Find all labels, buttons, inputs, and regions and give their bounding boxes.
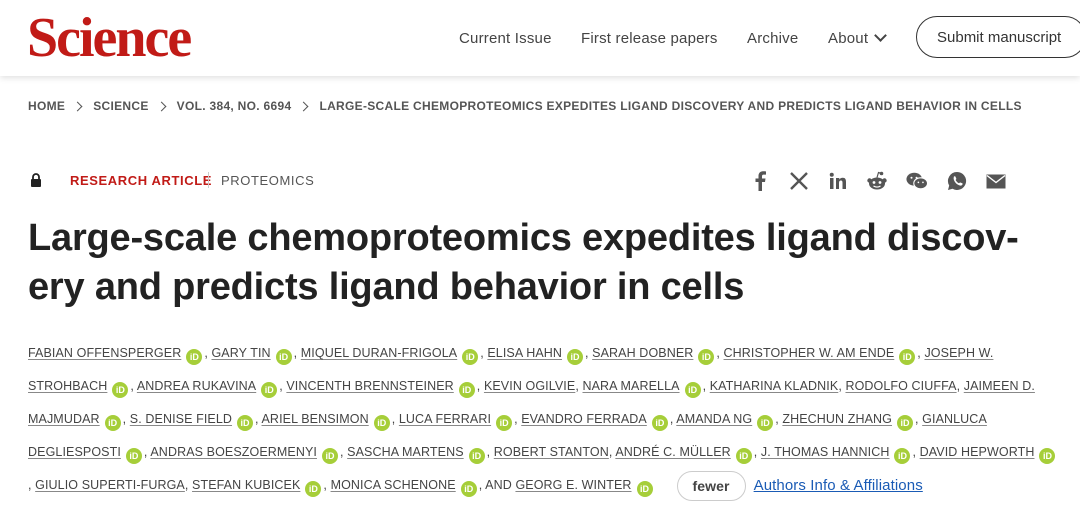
divider	[208, 172, 209, 188]
orcid-icon[interactable]: iD	[651, 415, 668, 431]
whatsapp-icon[interactable]	[946, 170, 968, 192]
orcid-icon[interactable]: iD	[698, 349, 715, 365]
orcid-icon[interactable]: iD	[894, 448, 911, 464]
author-name[interactable]: J. THOMAS HANNICH	[760, 445, 890, 459]
nav-about-label: About	[828, 29, 869, 47]
article-title-line-2: ery and predicts ligand behavior in cell…	[28, 266, 745, 308]
breadcrumb-home[interactable]: HOME	[28, 99, 66, 113]
orcid-icon[interactable]: iD	[684, 382, 701, 398]
author-name[interactable]: JOSEPH W. STROHBACH	[28, 346, 994, 393]
author-name[interactable]: ZHECHUN ZHANG	[782, 412, 893, 426]
orcid-icon[interactable]: iD	[373, 415, 390, 431]
submit-manuscript-button[interactable]: Submit manuscript	[916, 16, 1080, 58]
article-subject-label[interactable]: PROTEOMICS	[221, 173, 315, 188]
author-name[interactable]: EVANDRO FERRADA	[521, 412, 647, 426]
orcid-icon[interactable]: iD	[468, 448, 485, 464]
orcid-icon[interactable]: iD	[567, 349, 584, 365]
orcid-icon[interactable]: iD	[460, 481, 477, 497]
lock-icon	[31, 173, 41, 187]
author-name[interactable]: ELISA HAHN	[487, 346, 563, 360]
author-name[interactable]: GIANLUCA DEGLIESPOSTI	[28, 412, 987, 459]
nav-current-issue[interactable]: Current Issue	[459, 29, 552, 47]
article-type-label[interactable]: RESEARCH ARTICLE	[70, 173, 213, 188]
author-name[interactable]: STEFAN KUBICEK	[192, 478, 301, 492]
orcid-icon[interactable]: iD	[125, 448, 142, 464]
reddit-icon[interactable]	[866, 170, 888, 192]
breadcrumb-science[interactable]: SCIENCE	[93, 99, 149, 113]
x-icon[interactable]	[788, 170, 810, 192]
orcid-icon[interactable]: iD	[458, 382, 475, 398]
orcid-icon[interactable]: iD	[897, 415, 914, 431]
breadcrumb-volume[interactable]: VOL. 384, NO. 6694	[176, 99, 292, 113]
article-title: Large-scale chemoproteomics expedites li…	[28, 214, 1028, 312]
wechat-icon[interactable]	[906, 170, 928, 192]
author-name[interactable]: JAIMEEN D. MAJMUDAR	[28, 379, 1035, 426]
author-name[interactable]: GARY TIN	[211, 346, 271, 360]
nav-first-release-papers[interactable]: First release papers	[581, 29, 718, 47]
chevron-down-icon	[874, 29, 888, 42]
author-name[interactable]: ANDRAS BOESZOERMENYI	[150, 445, 317, 459]
orcid-icon[interactable]: iD	[305, 481, 322, 497]
orcid-icon[interactable]: iD	[275, 349, 292, 365]
fewer-authors-button[interactable]: fewer	[676, 470, 746, 501]
author-name[interactable]: SASCHA MARTENS	[347, 445, 464, 459]
author-name[interactable]: FABIAN OFFENSPERGER	[28, 346, 182, 360]
chevron-right-icon	[299, 101, 309, 111]
orcid-icon[interactable]: iD	[104, 415, 121, 431]
chevron-right-icon	[72, 101, 83, 111]
orcid-icon[interactable]: iD	[322, 448, 338, 464]
author-name[interactable]: MONICA SCHENONE	[330, 478, 456, 492]
orcid-icon[interactable]: iD	[261, 382, 278, 398]
author-name[interactable]: VINCENTH BRENNSTEINER	[286, 379, 454, 393]
nav-about[interactable]: About	[828, 26, 888, 50]
author-name[interactable]: CHRISTOPHER W. AM ENDE	[723, 346, 895, 360]
author-name[interactable]: GIULIO SUPERTI-FURGA	[35, 478, 185, 492]
author-name[interactable]: GEORG E. WINTER	[515, 478, 632, 492]
authors-info-affiliations-link[interactable]: Authors Info & Affiliations	[753, 477, 923, 495]
author-name[interactable]: SARAH DOBNER	[592, 346, 694, 360]
orcid-icon[interactable]: iD	[899, 349, 916, 365]
author-list: FABIAN OFFENSPERGER iD, GARY TIN iD, MIQUE…	[28, 337, 1058, 502]
orcid-icon[interactable]: iD	[1039, 448, 1056, 464]
orcid-icon[interactable]: iD	[186, 349, 203, 365]
author-name[interactable]: ROBERT STANTON	[493, 445, 609, 459]
author-name[interactable]: ANDREA RUKAVINA	[136, 379, 257, 393]
site-header: Science Current Issue First release pape…	[0, 0, 1080, 76]
orcid-icon[interactable]: iD	[735, 448, 752, 464]
orcid-icon[interactable]: iD	[462, 349, 479, 365]
facebook-icon[interactable]	[749, 170, 771, 192]
orcid-icon[interactable]: iD	[496, 415, 513, 431]
article-title-line-1: Large-scale chemoproteomics expedites li…	[28, 217, 1019, 259]
author-name[interactable]: S. DENISE FIELD	[129, 412, 233, 426]
nav-archive[interactable]: Archive	[747, 29, 799, 47]
author-name[interactable]: KEVIN OGILVIE	[483, 379, 576, 393]
breadcrumb: HOME SCIENCE VOL. 384, NO. 6694 LARGE-SC…	[28, 99, 1022, 113]
chevron-right-icon	[156, 101, 167, 111]
author-name[interactable]: RODOLFO CIUFFA	[845, 379, 957, 393]
author-name[interactable]: KATHARINA KLADNIK	[709, 379, 839, 393]
author-name[interactable]: ANDRÉ C. MÜLLER	[615, 445, 731, 459]
orcid-icon[interactable]: iD	[636, 481, 653, 497]
linkedin-icon[interactable]	[827, 170, 849, 192]
author-name[interactable]: NARA MARELLA	[582, 379, 680, 393]
author-name[interactable]: AMANDA NG	[676, 412, 753, 426]
author-name[interactable]: ARIEL BENSIMON	[261, 412, 369, 426]
author-name[interactable]: LUCA FERRARI	[398, 412, 492, 426]
breadcrumb-current-article: LARGE-SCALE CHEMOPROTEOMICS EXPEDITES LI…	[319, 99, 1022, 113]
orcid-icon[interactable]: iD	[237, 415, 254, 431]
orcid-icon[interactable]: iD	[112, 382, 129, 398]
author-name[interactable]: DAVID HEPWORTH	[919, 445, 1035, 459]
author-name[interactable]: MIQUEL DURAN-FRIGOLA	[300, 346, 458, 360]
email-icon[interactable]	[985, 170, 1007, 192]
science-logo[interactable]: Science	[27, 7, 192, 69]
orcid-icon[interactable]: iD	[757, 415, 774, 431]
